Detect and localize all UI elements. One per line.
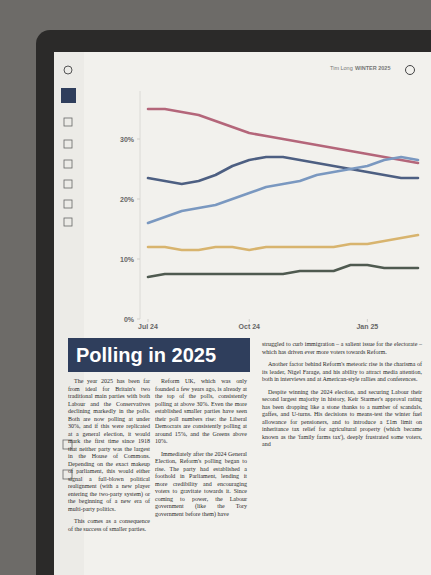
paragraph: This comes as a consequence of the succe… xyxy=(68,518,150,533)
article-column: Reform UK, which was only founded a few … xyxy=(155,378,247,523)
series-line xyxy=(148,265,418,277)
x-tick xyxy=(249,319,250,322)
icon-tool xyxy=(64,140,72,148)
article-column: struggled to curb immigration – a salien… xyxy=(262,341,422,454)
y-tick xyxy=(137,259,140,260)
y-tick xyxy=(137,199,140,200)
paragraph: Immediately after the 2024 General Elect… xyxy=(155,451,247,519)
icon-tool xyxy=(64,118,72,126)
paragraph: Despite winning the 2024 election, and s… xyxy=(262,389,422,449)
x-tick xyxy=(148,319,149,322)
icon-tool xyxy=(64,180,72,188)
device-frame xyxy=(36,30,431,575)
series-line xyxy=(148,109,418,163)
icon-tool xyxy=(64,160,72,168)
series-group xyxy=(148,109,418,277)
icon-close xyxy=(406,66,415,75)
series-line xyxy=(148,157,418,223)
header-issue: WINTER 2025 xyxy=(355,65,390,71)
x-tick-label: Jan 25 xyxy=(356,323,378,330)
x-tick-label: Oct 24 xyxy=(239,323,261,330)
paragraph: Reform UK, which was only founded a few … xyxy=(155,378,247,446)
y-tick-label: 10% xyxy=(120,256,135,263)
header-author: Tim Long xyxy=(330,65,353,71)
icon-pen-active xyxy=(61,88,76,103)
x-tick xyxy=(367,319,368,322)
article-title: Polling in 2025 xyxy=(68,338,250,372)
y-axis-line xyxy=(140,91,141,319)
stage: 0% 10% 20% 30% Jul 24 Oct 24 Jan 25 Tim LongWIN… xyxy=(0,0,431,575)
y-tick-label: 20% xyxy=(120,196,135,203)
x-tick-label: Jul 24 xyxy=(138,323,158,330)
y-tick xyxy=(137,319,140,320)
paragraph: struggled to curb immigration – a salien… xyxy=(262,341,422,356)
paragraph: The year 2025 has been far from ideal fo… xyxy=(68,378,150,513)
series-line xyxy=(148,235,418,250)
icon-tool xyxy=(64,200,72,208)
screen xyxy=(54,52,431,575)
toolbar xyxy=(54,52,84,575)
y-tick-label: 0% xyxy=(124,316,135,323)
article-column: The year 2025 has been far from ideal fo… xyxy=(68,378,150,538)
icon-menu xyxy=(64,66,72,74)
paragraph: Another factor behind Reform's meteoric … xyxy=(262,361,422,384)
y-tick xyxy=(137,139,140,140)
icon-tool xyxy=(64,218,72,226)
y-tick-label: 30% xyxy=(120,136,135,143)
